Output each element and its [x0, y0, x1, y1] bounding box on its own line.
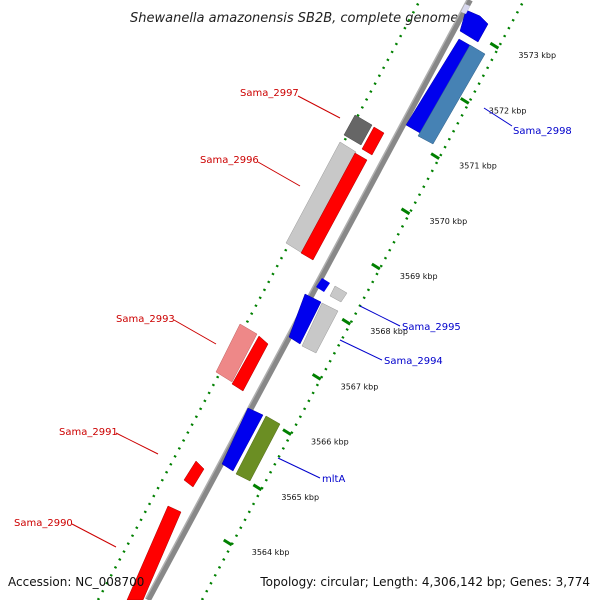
label-sama-2991[interactable]: Sama_2991: [59, 427, 118, 438]
gene-mlta-block[interactable]: [221, 407, 281, 482]
gene-sama-2993-block[interactable]: [215, 323, 269, 392]
label-sama-2994[interactable]: Sama_2994: [384, 356, 443, 367]
label-sama-2995[interactable]: Sama_2995: [402, 322, 461, 333]
tick-mark: [371, 262, 381, 271]
gene-sama-2991-block[interactable]: [183, 460, 205, 488]
tick-mark: [459, 97, 470, 105]
label-sama-2998[interactable]: Sama_2998: [513, 126, 572, 137]
tick-label: 3573 kbp: [518, 51, 556, 60]
gene-sama-2990-block[interactable]: [126, 505, 182, 600]
gene-sama-2998-block[interactable]: [405, 38, 486, 145]
tick-label: 3564 kbp: [252, 548, 290, 557]
tick-label: 3565 kbp: [281, 493, 319, 502]
tick-label: 3567 kbp: [341, 382, 379, 391]
tick-mark: [341, 317, 352, 326]
label-sama-2996[interactable]: Sama_2996: [200, 155, 259, 166]
tick-mark: [222, 538, 233, 547]
label-sama-2993[interactable]: Sama_2993: [116, 314, 175, 325]
tick-label: 3572 kbp: [489, 106, 527, 115]
gene-sama-2995-block[interactable]: [288, 278, 348, 354]
guide-line-left: [96, 0, 422, 600]
tick-mark: [252, 483, 263, 492]
gene-top-blue-block[interactable]: [459, 4, 489, 43]
gene-sama-2996-block[interactable]: [285, 141, 368, 261]
label-sama-2997[interactable]: Sama_2997: [240, 88, 299, 99]
tick-mark: [400, 207, 411, 216]
tick-label: 3570 kbp: [430, 217, 468, 226]
topology-text: Topology: circular; Length: 4,306,142 bp…: [259, 575, 590, 589]
tick-label: 3566 kbp: [311, 438, 349, 447]
tick-labels: 3564 kbp 3565 kbp 3566 kbp 3567 kbp 3568 kbp…: [252, 51, 556, 557]
tick-mark: [489, 41, 500, 50]
tick-label: 3568 kbp: [370, 327, 408, 336]
tick-label: 3569 kbp: [400, 272, 438, 281]
tick-label: 3571 kbp: [459, 162, 497, 171]
label-mlta[interactable]: mltA: [322, 474, 345, 485]
gene-sama-2997-block[interactable]: [343, 114, 385, 156]
tick-mark: [311, 373, 322, 381]
tick-mark: [430, 152, 440, 160]
label-sama-2990[interactable]: Sama_2990: [14, 518, 73, 529]
accession-text: Accession: NC_008700: [8, 575, 144, 589]
tick-marks: [222, 41, 500, 547]
tick-mark: [282, 428, 292, 436]
genome-title: Shewanella amazonensis SB2B, complete ge…: [130, 11, 458, 26]
guide-line-right: [200, 0, 526, 600]
